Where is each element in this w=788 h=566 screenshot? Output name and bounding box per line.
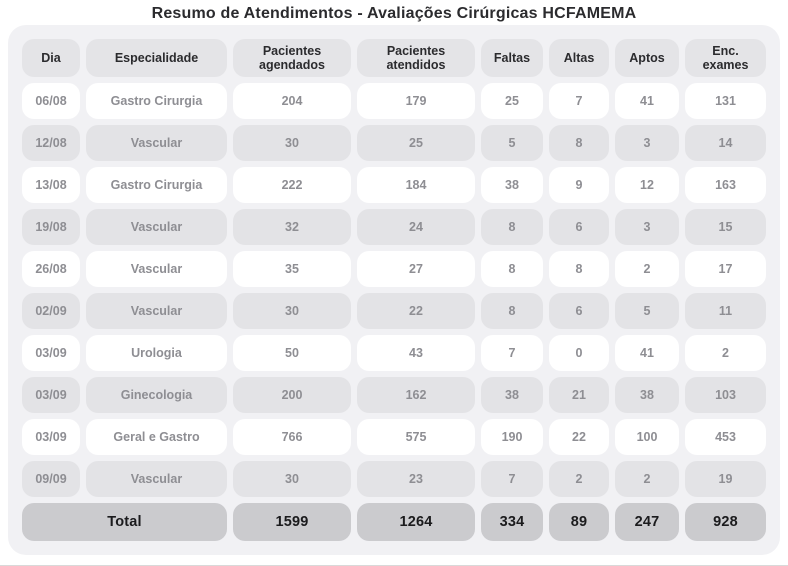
value-cell: 23 <box>357 461 475 497</box>
value-cell: 162 <box>357 377 475 413</box>
value-cell: 5 <box>615 293 679 329</box>
specialty-cell: Geral e Gastro <box>86 419 227 455</box>
value-cell: 22 <box>357 293 475 329</box>
value-cell: 2 <box>615 461 679 497</box>
value-cell: 30 <box>233 461 351 497</box>
day-cell: 19/08 <box>22 209 80 245</box>
header-cell-2: Pacientes agendados <box>233 39 351 77</box>
value-cell: 43 <box>357 335 475 371</box>
value-cell: 2 <box>549 461 609 497</box>
value-cell: 38 <box>481 167 543 203</box>
value-cell: 19 <box>685 461 766 497</box>
value-cell: 32 <box>233 209 351 245</box>
value-cell: 131 <box>685 83 766 119</box>
total-value-cell-3: 89 <box>549 503 609 541</box>
value-cell: 25 <box>481 83 543 119</box>
value-cell: 190 <box>481 419 543 455</box>
value-cell: 103 <box>685 377 766 413</box>
summary-table: Dia Especialidade Pacientes agendados Pacie… <box>22 39 766 541</box>
day-cell: 02/09 <box>22 293 80 329</box>
value-cell: 12 <box>615 167 679 203</box>
value-cell: 766 <box>233 419 351 455</box>
header-cell-5: Altas <box>549 39 609 77</box>
value-cell: 200 <box>233 377 351 413</box>
value-cell: 25 <box>357 125 475 161</box>
value-cell: 30 <box>233 125 351 161</box>
value-cell: 35 <box>233 251 351 287</box>
value-cell: 24 <box>357 209 475 245</box>
value-cell: 5 <box>481 125 543 161</box>
value-cell: 184 <box>357 167 475 203</box>
specialty-cell: Vascular <box>86 293 227 329</box>
value-cell: 8 <box>481 209 543 245</box>
value-cell: 204 <box>233 83 351 119</box>
day-cell: 12/08 <box>22 125 80 161</box>
value-cell: 3 <box>615 209 679 245</box>
day-cell: 03/09 <box>22 419 80 455</box>
value-cell: 21 <box>549 377 609 413</box>
value-cell: 8 <box>549 125 609 161</box>
header-cell-1: Especialidade <box>86 39 227 77</box>
value-cell: 6 <box>549 209 609 245</box>
total-value-cell-2: 334 <box>481 503 543 541</box>
specialty-cell: Ginecologia <box>86 377 227 413</box>
day-cell: 03/09 <box>22 335 80 371</box>
total-value-cell-1: 1264 <box>357 503 475 541</box>
value-cell: 8 <box>549 251 609 287</box>
value-cell: 7 <box>481 461 543 497</box>
header-cell-4: Faltas <box>481 39 543 77</box>
value-cell: 8 <box>481 293 543 329</box>
specialty-cell: Vascular <box>86 461 227 497</box>
value-cell: 14 <box>685 125 766 161</box>
header-cell-6: Aptos <box>615 39 679 77</box>
day-cell: 13/08 <box>22 167 80 203</box>
value-cell: 41 <box>615 335 679 371</box>
value-cell: 163 <box>685 167 766 203</box>
summary-table-card: Dia Especialidade Pacientes agendados Pacie… <box>8 25 780 555</box>
value-cell: 30 <box>233 293 351 329</box>
value-cell: 9 <box>549 167 609 203</box>
specialty-cell: Vascular <box>86 209 227 245</box>
value-cell: 38 <box>481 377 543 413</box>
specialty-cell: Urologia <box>86 335 227 371</box>
value-cell: 2 <box>685 335 766 371</box>
page-title: Resumo de Atendimentos - Avaliações Cirú… <box>151 5 637 22</box>
value-cell: 7 <box>481 335 543 371</box>
value-cell: 575 <box>357 419 475 455</box>
value-cell: 50 <box>233 335 351 371</box>
header-cell-3: Pacientes atendidos <box>357 39 475 77</box>
day-cell: 26/08 <box>22 251 80 287</box>
total-value-cell-0: 1599 <box>233 503 351 541</box>
day-cell: 06/08 <box>22 83 80 119</box>
header-cell-0: Dia <box>22 39 80 77</box>
value-cell: 17 <box>685 251 766 287</box>
specialty-cell: Gastro Cirurgia <box>86 167 227 203</box>
specialty-cell: Gastro Cirurgia <box>86 83 227 119</box>
specialty-cell: Vascular <box>86 251 227 287</box>
value-cell: 8 <box>481 251 543 287</box>
value-cell: 27 <box>357 251 475 287</box>
value-cell: 179 <box>357 83 475 119</box>
value-cell: 41 <box>615 83 679 119</box>
day-cell: 09/09 <box>22 461 80 497</box>
value-cell: 7 <box>549 83 609 119</box>
value-cell: 11 <box>685 293 766 329</box>
day-cell: 03/09 <box>22 377 80 413</box>
value-cell: 453 <box>685 419 766 455</box>
total-value-cell-5: 928 <box>685 503 766 541</box>
value-cell: 0 <box>549 335 609 371</box>
specialty-cell: Vascular <box>86 125 227 161</box>
value-cell: 6 <box>549 293 609 329</box>
value-cell: 222 <box>233 167 351 203</box>
value-cell: 2 <box>615 251 679 287</box>
value-cell: 38 <box>615 377 679 413</box>
value-cell: 3 <box>615 125 679 161</box>
value-cell: 22 <box>549 419 609 455</box>
total-value-cell-4: 247 <box>615 503 679 541</box>
value-cell: 15 <box>685 209 766 245</box>
total-label-cell: Total <box>22 503 227 541</box>
value-cell: 100 <box>615 419 679 455</box>
header-cell-7: Enc. exames <box>685 39 766 77</box>
